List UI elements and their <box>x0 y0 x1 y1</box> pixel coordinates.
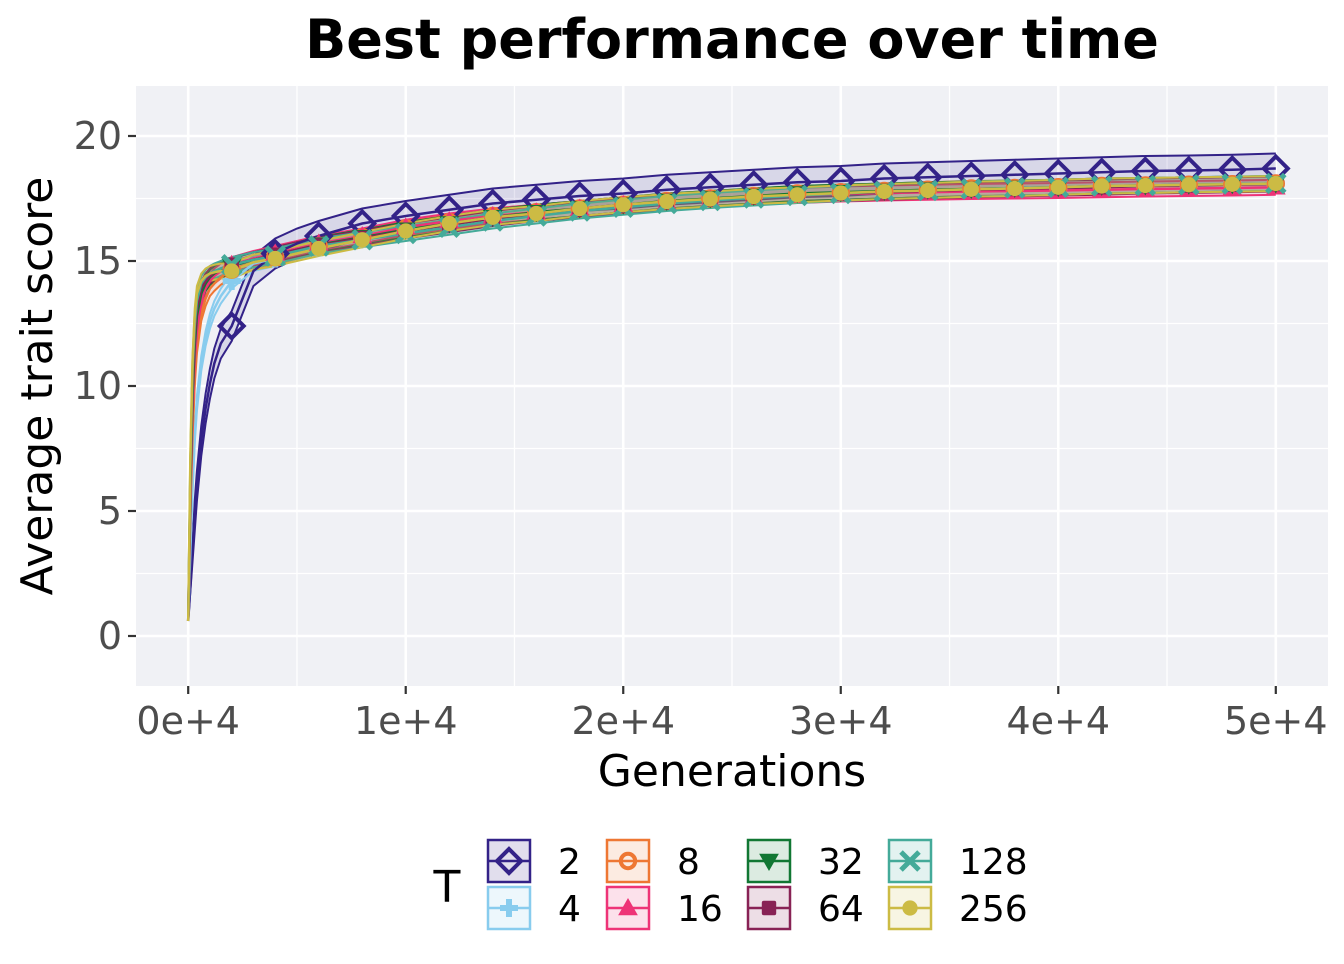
circle-marker-shape <box>442 216 457 231</box>
legend-title: T <box>433 862 461 913</box>
circle-marker-shape <box>1225 177 1240 192</box>
data-point-256 <box>877 184 892 199</box>
y-tick-label: 15 <box>74 239 122 283</box>
y-tick-label: 20 <box>74 114 122 158</box>
circle-marker-shape <box>268 251 283 266</box>
data-point-256 <box>703 191 718 206</box>
data-point-256 <box>268 251 283 266</box>
data-point-256 <box>659 194 674 209</box>
y-tick-label: 0 <box>98 614 122 658</box>
x-tick-label: 5e+4 <box>1224 699 1328 743</box>
data-point-256 <box>746 189 761 204</box>
circle-marker-shape <box>572 201 587 216</box>
circle-marker-shape <box>311 241 326 256</box>
circle-marker-shape <box>1138 178 1153 193</box>
x-tick-label: 3e+4 <box>789 699 893 743</box>
circle-marker-shape <box>1007 181 1022 196</box>
data-point-256 <box>572 201 587 216</box>
x-tick-label: 1e+4 <box>354 699 458 743</box>
legend-label: 4 <box>558 889 581 930</box>
legend-label: 32 <box>818 842 864 883</box>
data-point-256 <box>529 206 544 221</box>
circle-marker-shape <box>1094 178 1109 193</box>
x-axis-label: Generations <box>598 746 866 797</box>
data-point-256 <box>790 187 805 202</box>
circle-marker-shape <box>1181 177 1196 192</box>
data-point-256 <box>355 232 370 247</box>
data-point-256 <box>833 185 848 200</box>
data-point-256 <box>1007 181 1022 196</box>
circle-marker-shape <box>224 263 239 278</box>
circle-marker-shape <box>529 206 544 221</box>
circle-marker-shape <box>355 232 370 247</box>
data-point-256 <box>920 183 935 198</box>
data-point-256 <box>964 182 979 197</box>
y-tick-label: 5 <box>98 489 122 533</box>
circle-marker-shape <box>659 194 674 209</box>
legend-item-128: 128 <box>889 840 1028 883</box>
legend-label: 2 <box>558 842 581 883</box>
square-marker-shape <box>762 901 776 915</box>
data-point-256 <box>1181 177 1196 192</box>
circle-marker-shape <box>964 182 979 197</box>
circle-marker-shape <box>616 197 631 212</box>
data-point-256 <box>1225 177 1240 192</box>
legend-label: 64 <box>818 889 864 930</box>
legend-item-256: 256 <box>889 887 1028 930</box>
circle-marker-shape <box>398 223 413 238</box>
y-axis-label: Average trait score <box>12 177 63 596</box>
data-point-256 <box>1138 178 1153 193</box>
x-tick-label: 0e+4 <box>136 699 240 743</box>
data-point-256 <box>1051 180 1066 195</box>
circle-marker-shape <box>746 189 761 204</box>
circle-marker-shape <box>485 210 500 225</box>
circle-marker-shape <box>877 184 892 199</box>
circle-marker-shape <box>790 187 805 202</box>
data-point-256 <box>1094 178 1109 193</box>
circle-marker-shape <box>703 191 718 206</box>
legend-key-marker <box>762 901 776 915</box>
legend-key-marker <box>902 900 917 915</box>
x-tick-label: 2e+4 <box>571 699 675 743</box>
chart-title: Best performance over time <box>305 8 1159 71</box>
y-tick-label: 10 <box>74 364 122 408</box>
data-point-256 <box>1268 176 1283 191</box>
data-point-256 <box>616 197 631 212</box>
data-point-256 <box>398 223 413 238</box>
data-point-256 <box>442 216 457 231</box>
legend-label: 16 <box>677 889 723 930</box>
circle-marker-shape <box>902 900 917 915</box>
circle-marker-shape <box>920 183 935 198</box>
x-tick-label: 4e+4 <box>1006 699 1110 743</box>
circle-marker-shape <box>1268 176 1283 191</box>
circle-marker-shape <box>833 185 848 200</box>
circle-marker-shape <box>1051 180 1066 195</box>
data-point-256 <box>311 241 326 256</box>
data-point-256 <box>224 263 239 278</box>
legend-label: 8 <box>677 842 700 883</box>
data-point-256 <box>485 210 500 225</box>
legend-label: 256 <box>959 889 1028 930</box>
legend-label: 128 <box>959 842 1028 883</box>
